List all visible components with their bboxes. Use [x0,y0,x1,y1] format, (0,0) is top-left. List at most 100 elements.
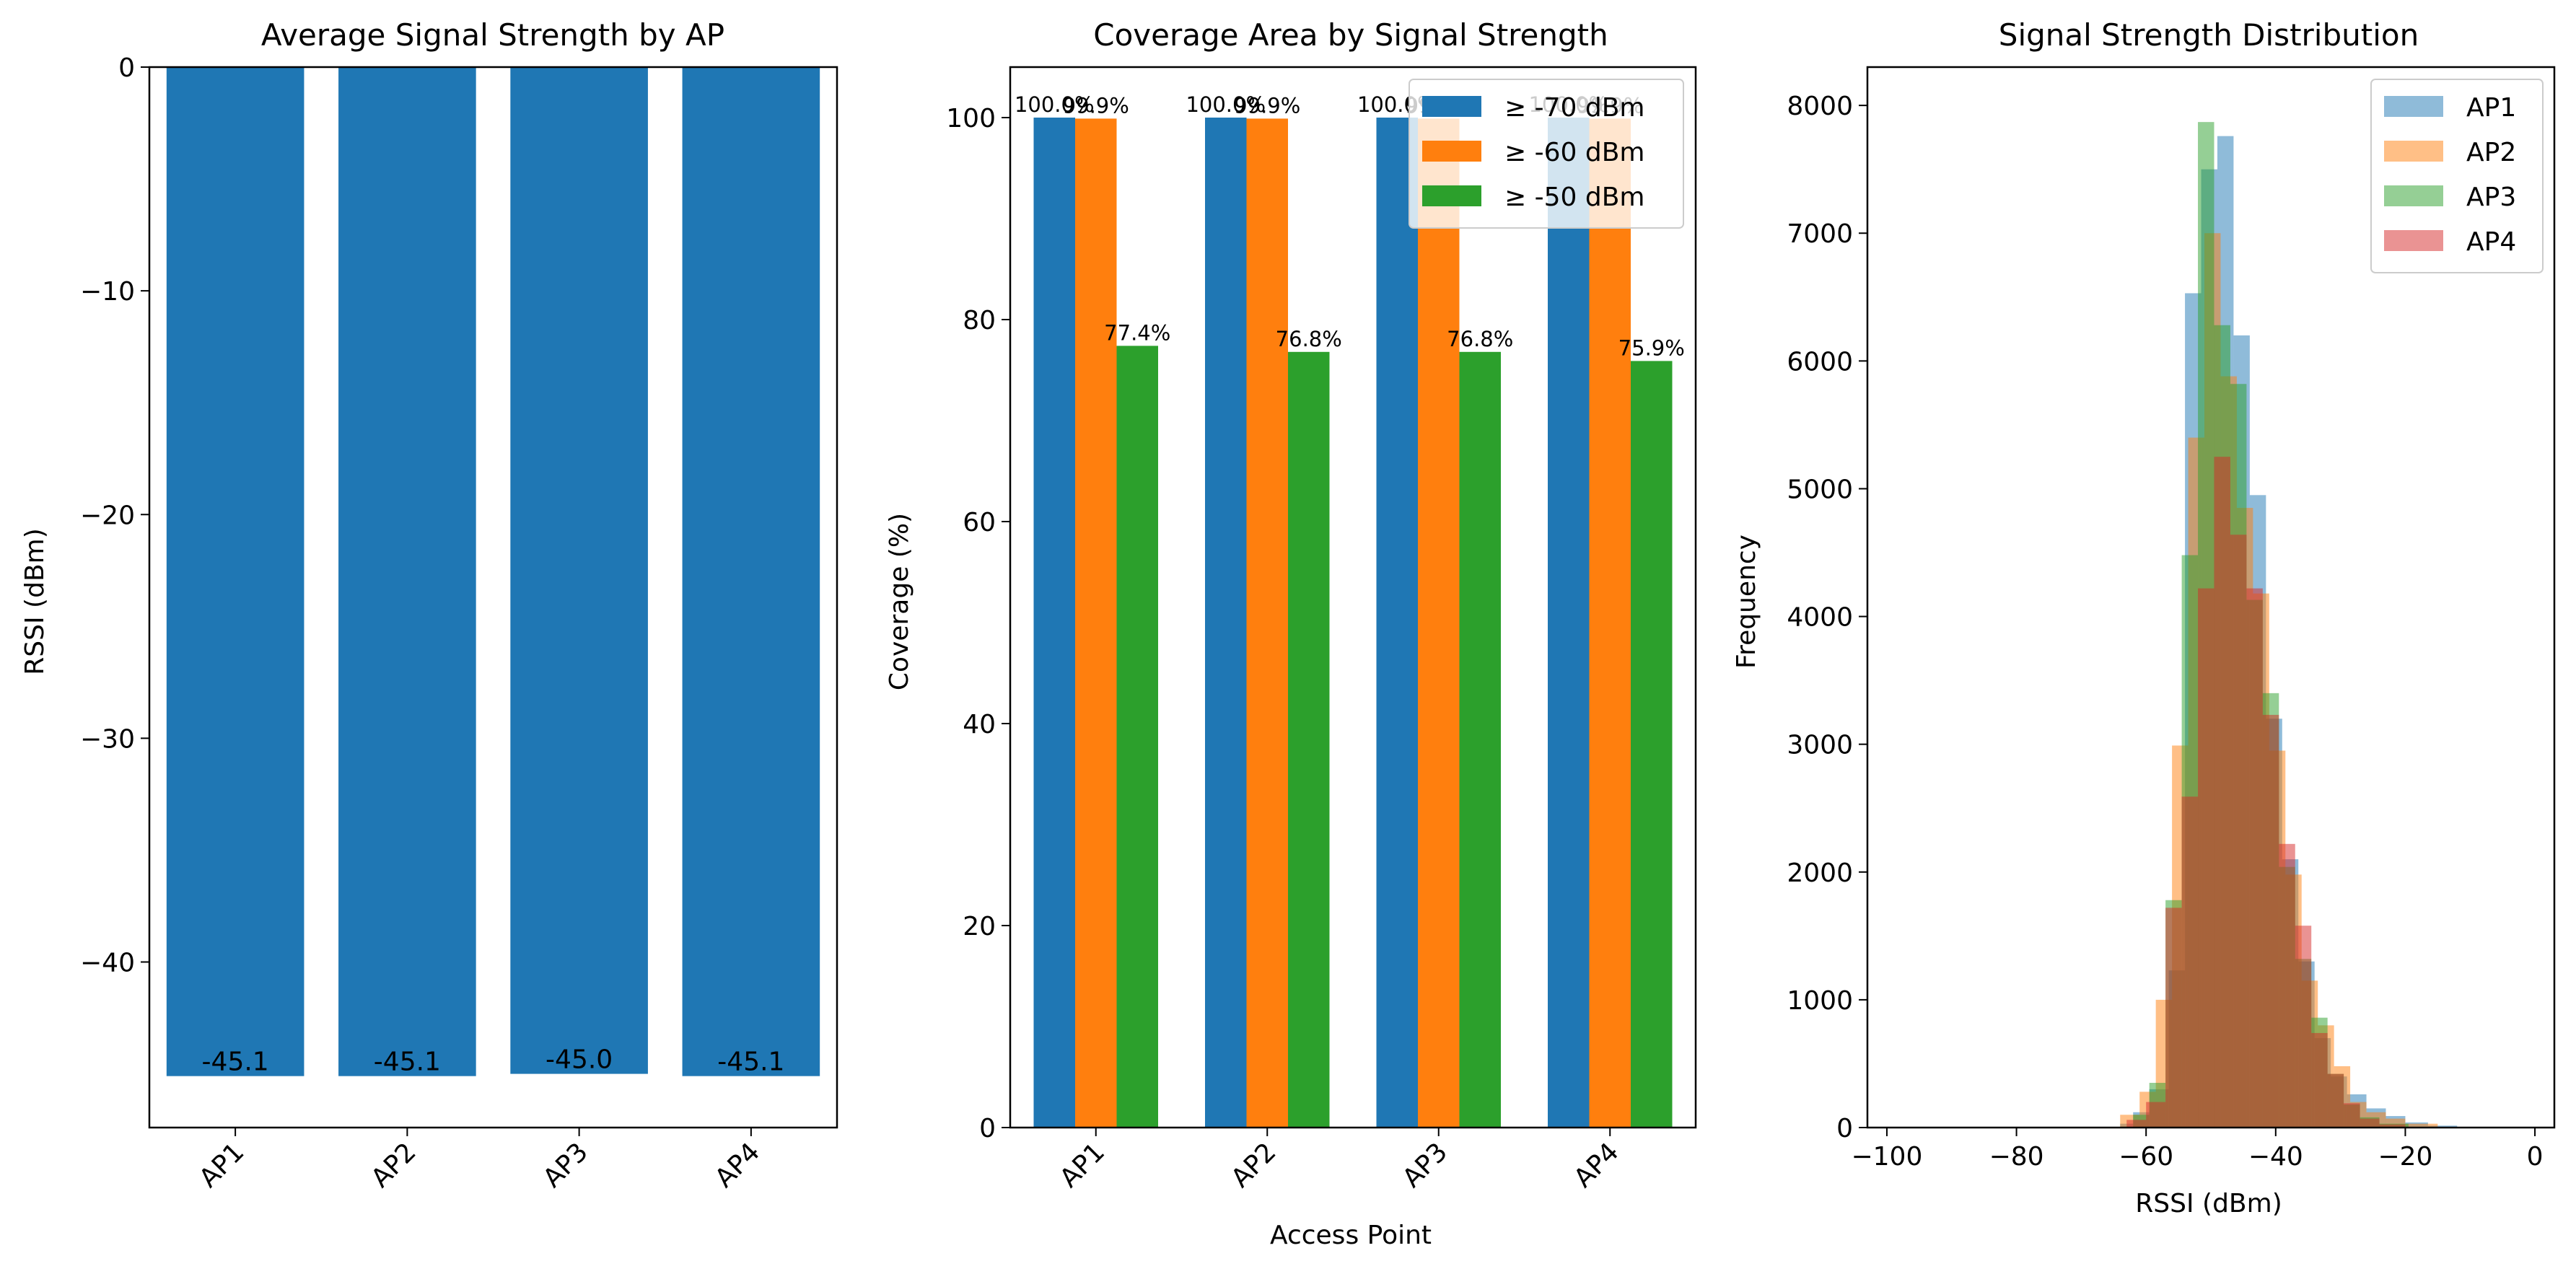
y-tick-label: −20 [80,501,135,530]
value-label: 100.0% [1186,92,1266,117]
value-label: -45.1 [202,1047,269,1077]
y-axis-label: Frequency [1732,535,1761,669]
x-tick-label: −100 [1851,1142,1922,1172]
y-tick-label: 0 [1836,1114,1853,1143]
axes-frame [148,66,838,1129]
y-tick-label: 3000 [1787,731,1853,760]
bar-ap3 [510,67,648,1074]
legend-box [2370,79,2544,273]
x-tick-label: AP1 [1054,1137,1110,1193]
histogram-bin [2214,457,2230,1128]
x-tick-label: −80 [1989,1142,2044,1172]
bar-ap3-series-2 [1418,118,1460,1128]
histogram-bin [2165,908,2182,1128]
x-axis-label: RSSI (dBm) [2135,1189,2282,1218]
y-tick-label: 5000 [1787,475,1853,504]
histogram-bin [2295,926,2312,1128]
histogram-bin [2427,1125,2458,1128]
y-tick-label: 20 [963,912,996,941]
axes-frame [1009,66,1697,1129]
legend: AP1 AP2 AP3 AP4 [2370,79,2544,273]
legend-swatch [2384,185,2443,206]
histogram-bin [2344,1103,2360,1128]
legend-swatch [2384,96,2443,117]
legend-swatch [1422,185,1481,206]
legend-swatch [2384,230,2443,251]
bar-ap4-series-2 [1589,118,1631,1128]
value-label: 99.9% [1063,93,1129,118]
histogram-bin [2327,1073,2344,1128]
bar-ap3-series-1 [1376,118,1418,1128]
y-tick-label: 40 [963,710,996,739]
bar-ap2-series-2 [1246,118,1288,1128]
histogram-bin [2146,1102,2166,1128]
bar-ap3-series-3 [1459,351,1501,1128]
x-tick-label: AP3 [538,1137,594,1193]
value-label: 100.0% [1015,92,1095,117]
histogram-bin [2181,796,2199,1128]
panel-average-signal-strength: Average Signal Strength by AP RSSI (dBm)… [20,17,838,1193]
x-tick-label: 0 [2527,1142,2544,1172]
histogram-ap4 [2126,457,2406,1128]
legend-swatch [1422,141,1481,162]
y-tick-label: 7000 [1787,219,1853,249]
y-tick-label: −40 [80,949,135,978]
x-tick-label: −60 [2119,1142,2173,1172]
y-tick-label: 0 [118,53,135,83]
legend: ≥ -70 dBm ≥ -60 dBm ≥ -50 dBm [1409,79,1684,229]
y-axis-label: Coverage (%) [885,513,914,690]
x-axis-label: Access Point [1270,1221,1432,1250]
x-tick-label: AP1 [194,1137,250,1193]
y-tick-label: 100 [946,104,996,133]
panel-coverage-area: Coverage Area by Signal Strength Coverag… [885,17,1697,1250]
bar-ap1-series-1 [1033,118,1075,1128]
chart-title: Signal Strength Distribution [1999,17,2419,53]
bar-ap2-series-3 [1288,351,1330,1128]
legend-label: AP4 [2466,227,2516,257]
histogram-bin [2246,588,2263,1128]
x-tick-label: −40 [2248,1142,2303,1172]
histogram-bin [2230,535,2247,1128]
legend-swatch [1422,96,1481,117]
y-tick-label: 80 [963,306,996,335]
histogram-bin [2262,714,2279,1128]
x-tick-label: AP3 [1397,1137,1453,1193]
y-tick-label: 8000 [1787,92,1853,121]
legend-label: AP1 [2466,93,2516,123]
x-tick-label: AP4 [709,1137,766,1193]
axes-frame [1866,66,2556,1129]
value-label: 77.4% [1104,320,1170,345]
legend-label: ≥ -70 dBm [1504,93,1644,123]
x-tick-label: AP2 [366,1137,422,1193]
y-tick-label: 0 [979,1114,996,1143]
y-axis-label: RSSI (dBm) [20,528,50,675]
value-label: 76.8% [1276,327,1342,351]
bar-ap4 [682,67,820,1076]
y-tick-label: 6000 [1787,347,1853,377]
legend-label: AP2 [2466,138,2516,167]
legend-label: AP3 [2466,183,2516,212]
histogram-bin [2360,1118,2380,1128]
x-tick-label: −20 [2378,1142,2432,1172]
y-tick-label: 2000 [1787,858,1853,888]
y-tick-label: 60 [963,508,996,537]
histogram-bin [2126,1120,2147,1128]
value-label: 99.9% [1234,93,1300,118]
bar-ap4-series-1 [1548,118,1590,1128]
y-tick-label: −10 [80,277,135,307]
value-label: -45.1 [717,1047,784,1077]
chart-title: Average Signal Strength by AP [261,17,724,53]
bar-ap1 [166,67,305,1076]
histogram-bin [2198,588,2214,1128]
legend-swatch [2384,141,2443,162]
bar-ap2 [338,67,476,1076]
x-tick-label: AP2 [1226,1137,1282,1193]
y-tick-label: 4000 [1787,603,1853,633]
histogram-bin [2311,1032,2328,1128]
y-tick-label: −30 [80,724,135,754]
value-label: -45.0 [546,1045,613,1075]
bar-ap4-series-3 [1631,361,1673,1128]
value-label: -45.1 [374,1047,441,1077]
chart-title: Coverage Area by Signal Strength [1093,17,1608,53]
